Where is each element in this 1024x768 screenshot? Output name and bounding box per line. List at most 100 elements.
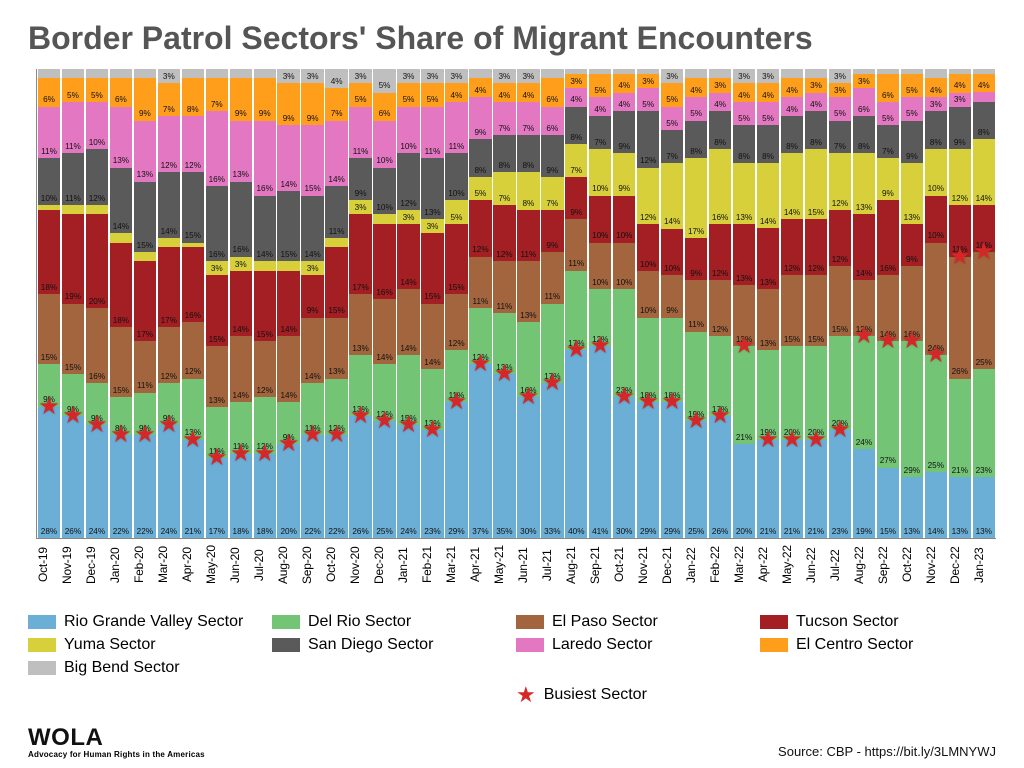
segment-pct-label: 11% xyxy=(425,148,441,156)
legend-label: El Centro Sector xyxy=(796,636,913,654)
bar-segment-laredo: 13% xyxy=(230,121,252,182)
segment-pct-label: 10% xyxy=(928,185,944,193)
bar-segment-elcentro: 6% xyxy=(541,78,563,106)
segment-pct-label: 4% xyxy=(690,87,702,95)
segment-pct-label: 10% xyxy=(664,265,680,273)
bar-segment-tucson: 10% xyxy=(637,224,659,271)
segment-pct-label: 3% xyxy=(283,73,295,81)
bar-segment-laredo: 11% xyxy=(421,107,443,159)
bar-segment-elcentro: 4% xyxy=(781,78,803,97)
segment-pct-label: 18% xyxy=(257,528,273,536)
segment-pct-label: 4% xyxy=(498,92,510,100)
bar-segment-tucson: 10% xyxy=(925,196,947,243)
bar-segment-yuma: 12% xyxy=(637,168,659,224)
x-axis-label: Mar-21 xyxy=(444,539,468,595)
bar-segment-elpaso: 15% xyxy=(781,275,803,345)
bar-segment-yuma: 3% xyxy=(230,257,252,271)
bar-segment-yuma: 5% xyxy=(445,200,467,223)
segment-pct-label: 12% xyxy=(640,214,656,222)
segment-pct-label: 13% xyxy=(856,204,872,212)
segment-pct-label: 5% xyxy=(379,82,391,90)
bar-column: 6%6%9%7%9%11%17%33%★ xyxy=(541,69,563,538)
bar-segment-delrio: 23% xyxy=(973,369,995,477)
x-axis-label: Nov-19 xyxy=(60,539,84,595)
bar-segment-rgv: 21% xyxy=(757,440,779,538)
bar-segment-elpaso: 12% xyxy=(158,327,180,383)
bar-segment-rgv: 13% xyxy=(949,477,971,538)
bar-segment-sandiego: 12% xyxy=(86,149,108,205)
bar-segment-yuma xyxy=(110,233,132,242)
bar-column: 5%6%10%10%16%14%12%25%★ xyxy=(373,69,395,538)
segment-pct-label: 15% xyxy=(257,331,273,339)
segment-pct-label: 6% xyxy=(858,106,870,114)
bar-segment-laredo: 12% xyxy=(158,116,180,172)
segment-pct-label: 15% xyxy=(832,326,848,334)
segment-pct-label: 4% xyxy=(738,92,750,100)
segment-pct-label: 17% xyxy=(688,228,704,236)
segment-pct-label: 10% xyxy=(448,190,464,198)
bar-segment-elpaso: 13% xyxy=(349,294,371,355)
segment-pct-label: 3% xyxy=(762,73,774,81)
bar-segment-sandiego: 7% xyxy=(829,121,851,154)
legend-label: San Diego Sector xyxy=(308,636,433,654)
segment-pct-label: 16% xyxy=(880,265,896,273)
bar-segment-elpaso: 12% xyxy=(254,341,276,397)
bar-segment-elpaso: 14% xyxy=(277,336,299,402)
bar-segment-bigbend: 3% xyxy=(517,69,539,83)
bar-segment-sandiego: 8% xyxy=(493,135,515,173)
x-axis-label: Jun-20 xyxy=(228,539,252,595)
segment-pct-label: 14% xyxy=(928,528,944,536)
bar-segment-rgv: 22% xyxy=(301,435,323,538)
bar-segment-laredo: 4% xyxy=(565,88,587,107)
bar-segment-tucson: 19% xyxy=(62,214,84,303)
segment-pct-label: 11% xyxy=(520,251,536,259)
segment-pct-label: 13% xyxy=(904,214,920,222)
bar-segment-rgv: 22% xyxy=(110,435,132,538)
segment-pct-label: 3% xyxy=(403,73,415,81)
segment-pct-label: 3% xyxy=(738,73,750,81)
bar-segment-sandiego: 11% xyxy=(325,186,347,238)
bar-segment-rgv: 22% xyxy=(325,435,347,538)
bar-segment-sandiego: 15% xyxy=(182,172,204,242)
segment-pct-label: 8% xyxy=(475,167,487,175)
bar-segment-elcentro: 7% xyxy=(206,78,228,111)
bar-segment-rgv: 26% xyxy=(349,416,371,538)
bar-segment-yuma: 3% xyxy=(349,200,371,214)
segment-pct-label: 11% xyxy=(449,143,465,151)
bar-segment-elpaso: 12% xyxy=(709,280,731,336)
bar-segment-sandiego: 14% xyxy=(158,172,180,238)
segment-pct-label: 8% xyxy=(187,106,199,114)
legend-swatch xyxy=(28,661,56,675)
segment-pct-label: 4% xyxy=(810,101,822,109)
segment-pct-label: 4% xyxy=(475,87,487,95)
bar-segment-elcentro: 3% xyxy=(637,74,659,88)
legend-item-tucson: Tucson Sector xyxy=(760,613,996,631)
x-axis-label: Jul-21 xyxy=(540,539,564,595)
bar-segment-rgv: 41% xyxy=(589,346,611,538)
segment-pct-label: 5% xyxy=(666,120,678,128)
bar-column: 3%4%11%10%5%15%12%11%29%★ xyxy=(445,69,467,538)
bar-segment-elcentro: 6% xyxy=(877,74,899,102)
segment-pct-label: 15% xyxy=(304,185,320,193)
bar-segment-rgv: 24% xyxy=(86,425,108,538)
segment-pct-label: 6% xyxy=(882,92,894,100)
bar-segment-laredo: 5% xyxy=(661,107,683,130)
bar-column: 4%5%8%17%9%11%19%25%★ xyxy=(685,69,707,538)
legend-item-elpaso: El Paso Sector xyxy=(516,613,752,631)
bar-segment-elpaso: 11% xyxy=(469,257,491,309)
segment-pct-label: 15% xyxy=(424,293,440,301)
bar-column: 3%4%7%8%8%11%13%16%30%★ xyxy=(517,69,539,538)
segment-pct-label: 9% xyxy=(139,110,151,118)
legend-item-bigbend: Big Bend Sector xyxy=(28,659,264,677)
y-axis xyxy=(28,69,37,539)
bar-segment-elcentro: 4% xyxy=(733,83,755,102)
segment-pct-label: 29% xyxy=(664,528,680,536)
bar-segment-laredo: 5% xyxy=(733,102,755,125)
bar-segment-elcentro: 5% xyxy=(589,74,611,97)
bar-segment-elcentro: 4% xyxy=(949,74,971,93)
legend-label: Tucson Sector xyxy=(796,613,899,631)
page-title: Border Patrol Sectors' Share of Migrant … xyxy=(28,20,996,57)
bar-segment-yuma: 13% xyxy=(853,153,875,214)
x-axis-label: Aug-20 xyxy=(276,539,300,595)
segment-pct-label: 14% xyxy=(784,209,800,217)
